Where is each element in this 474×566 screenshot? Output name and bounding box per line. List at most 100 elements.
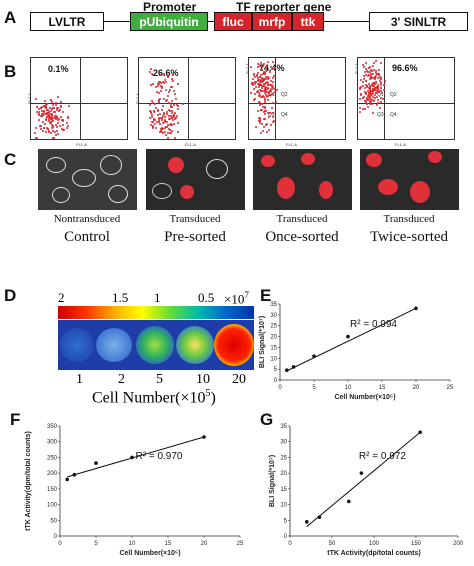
flow-event-dot (264, 87, 267, 90)
flow-event-dot (59, 124, 62, 127)
flow-event-dot (66, 115, 69, 118)
flow-event-dot (373, 75, 376, 78)
flow-event-dot (170, 86, 173, 89)
flow-event-dot (255, 86, 258, 89)
flow-event-dot (38, 107, 41, 110)
flow-event-dot (263, 117, 266, 120)
well-label: 1 (76, 372, 83, 387)
flow-y-axis-label: FL2-A (134, 93, 140, 104)
flow-event-dot (168, 110, 171, 113)
y-tick-label: 15 (280, 487, 287, 493)
flow-event-dot (151, 125, 154, 128)
flow-event-dot (379, 82, 382, 85)
flow-event-dot (53, 114, 56, 117)
scale-tick: 2 (58, 290, 65, 305)
flow-event-dot (53, 107, 56, 110)
data-point (359, 471, 364, 475)
flow-event-dot (66, 126, 69, 129)
flow-event-dot (272, 115, 275, 118)
flow-event-dot (367, 70, 370, 73)
flow-event-dot (378, 73, 381, 76)
flow-event-dot (261, 81, 264, 84)
flow-event-dot (66, 117, 69, 120)
flow-event-dot (365, 62, 368, 65)
flow-event-dot (40, 107, 43, 110)
flow-event-dot (56, 133, 59, 136)
flow-event-dot (269, 93, 272, 96)
flow-event-dot (359, 106, 362, 109)
flow-event-dot (368, 74, 371, 77)
y-axis-label: BLI Signal(*10⁷) (259, 316, 266, 368)
x-tick-label: 150 (411, 541, 422, 547)
flow-event-dot (268, 91, 271, 94)
flow-event-dot (49, 107, 52, 110)
flow-plot-oncesorted: 74.4% Q1 Q2 Q3 Q4 (248, 57, 346, 140)
x-tick-label: 10 (129, 541, 136, 547)
flow-event-dot (252, 98, 255, 101)
flow-event-dot (372, 62, 375, 65)
flow-event-dot (370, 69, 373, 72)
flow-event-dot (370, 68, 373, 71)
flow-event-dot (62, 128, 65, 131)
flow-event-dot (158, 99, 161, 102)
flow-event-dot (382, 89, 385, 92)
flow-event-dot (159, 84, 162, 87)
x-tick-label: 0 (288, 541, 292, 547)
flow-event-dot (365, 103, 368, 106)
flow-event-dot (62, 124, 65, 127)
flow-event-dot (46, 111, 49, 114)
data-point (72, 472, 77, 477)
flow-event-dot (263, 125, 266, 128)
flow-event-dot (271, 106, 274, 109)
flow-event-dot (150, 72, 153, 75)
quadrant-label: Q3 (268, 112, 275, 118)
data-point (312, 354, 316, 358)
flow-event-dot (372, 73, 375, 76)
flow-event-dot (47, 108, 50, 111)
flow-event-dot (261, 94, 264, 97)
x-tick-label: 5 (312, 385, 316, 391)
micro-caption-1: Nontransduced (53, 213, 121, 225)
data-point (317, 515, 322, 519)
flow-event-dot (267, 94, 270, 97)
y-tick-label: 5 (284, 518, 288, 524)
flow-event-dot (35, 106, 38, 109)
flow-event-dot (60, 101, 63, 104)
flow-event-dot (40, 112, 43, 115)
well-label: 2 (118, 372, 125, 387)
flow-event-dot (363, 86, 366, 89)
flow-event-dot (166, 112, 169, 115)
flow-event-dot (165, 133, 168, 136)
flow-event-dot (266, 95, 269, 98)
flow-event-dot (151, 113, 154, 116)
color-scale-bar (58, 306, 254, 319)
flow-event-dot (257, 84, 260, 87)
flow-event-dot (45, 108, 48, 111)
flow-event-dot (270, 85, 273, 88)
flow-event-dot (365, 99, 368, 102)
flow-event-dot (176, 104, 179, 107)
flow-event-dot (173, 122, 176, 125)
well-label: 20 (232, 372, 246, 387)
flow-event-dot (370, 98, 373, 101)
flow-event-dot (50, 100, 53, 103)
flow-event-dot (158, 122, 161, 125)
flow-event-dot (159, 117, 162, 120)
flow-event-dot (259, 64, 262, 67)
flow-event-dot (34, 131, 37, 134)
y-tick-label: 30 (270, 313, 277, 319)
flow-event-dot (375, 70, 378, 73)
flow-event-dot (171, 129, 174, 132)
flow-event-dot (263, 110, 266, 113)
flow-event-dot (175, 97, 178, 100)
flow-event-dot (378, 79, 381, 82)
flow-event-dot (50, 107, 53, 110)
flow-event-dot (267, 115, 270, 118)
flow-event-dot (152, 82, 155, 85)
flow-event-dot (268, 77, 270, 80)
quadrant-label: Q4 (390, 112, 397, 118)
flow-event-dot (174, 111, 177, 114)
flow-event-dot (271, 112, 274, 115)
flow-event-dot (160, 128, 163, 131)
flow-event-dot (272, 76, 275, 79)
